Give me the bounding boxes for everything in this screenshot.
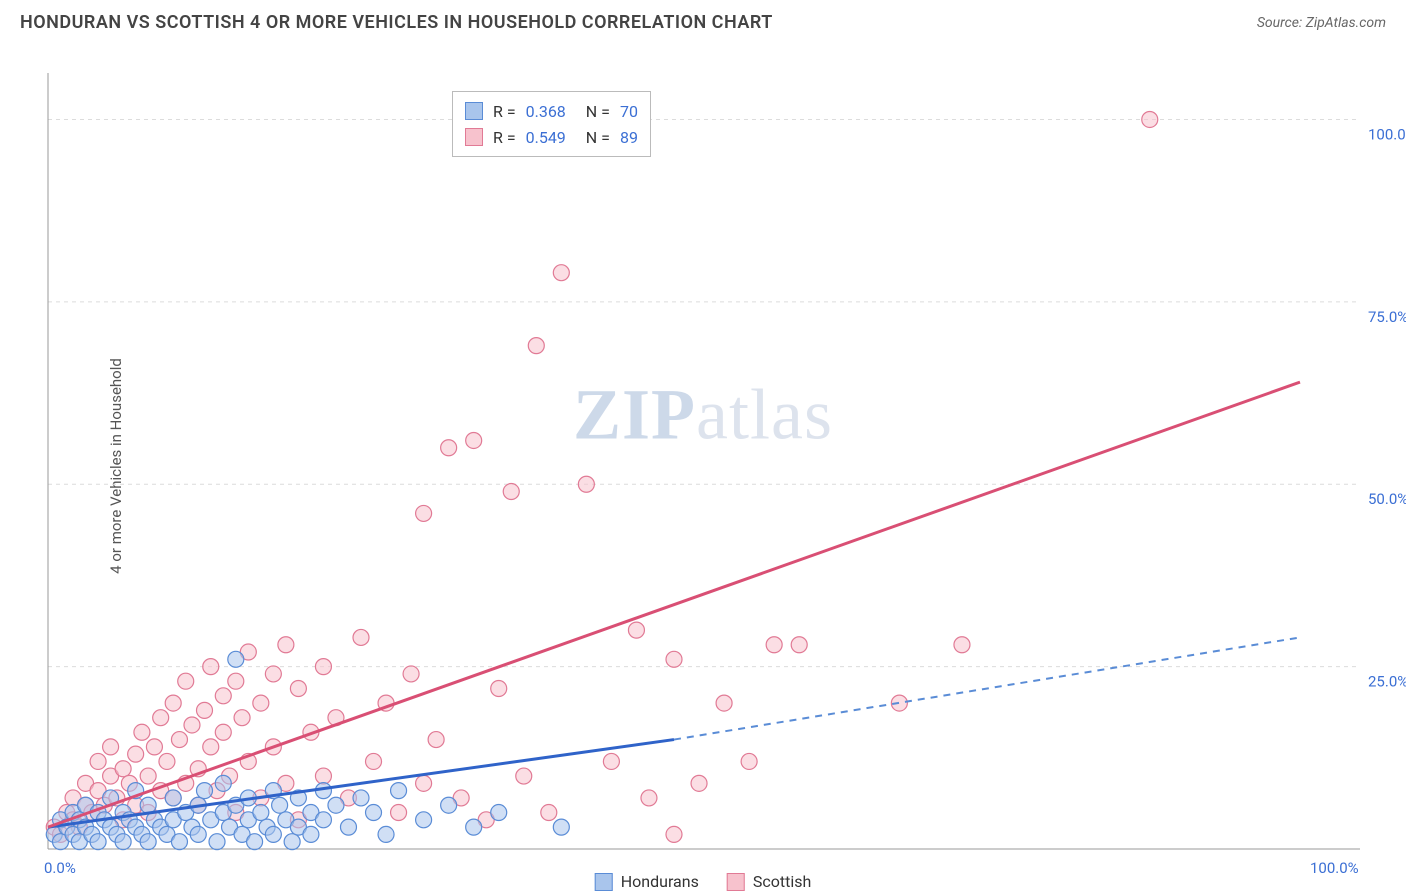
legend-item-scottish: Scottish — [727, 872, 811, 891]
swatch-icon — [727, 873, 745, 891]
grid-lines — [48, 119, 1360, 666]
swatch-icon — [465, 128, 483, 146]
trend-lines — [48, 382, 1300, 827]
stats-legend-box: R = 0.368 N = 70 R = 0.549 N = 89 — [452, 91, 651, 157]
x-tick-right: 100.0% — [1310, 859, 1359, 877]
svg-text:25.0%: 25.0% — [1368, 673, 1406, 691]
legend-item-hondurans: Hondurans — [595, 872, 699, 891]
chart-source: Source: ZipAtlas.com — [1257, 15, 1386, 31]
chart-area: 4 or more Vehicles in Household 25.0%50.… — [0, 41, 1406, 891]
header: HONDURAN VS SCOTTISH 4 OR MORE VEHICLES … — [0, 0, 1406, 41]
scatter-plot: 25.0% 50.0% 75.0% 100.0% — [0, 41, 1406, 891]
swatch-icon — [595, 873, 613, 891]
stats-row-hondurans: R = 0.368 N = 70 — [465, 98, 638, 124]
stats-row-scottish: R = 0.549 N = 89 — [465, 124, 638, 150]
x-tick-left: 0.0% — [44, 859, 76, 877]
axes — [48, 73, 1360, 849]
swatch-icon — [465, 102, 483, 120]
y-tick-labels: 25.0% 50.0% 75.0% 100.0% — [1368, 125, 1406, 690]
svg-text:100.0%: 100.0% — [1368, 125, 1406, 143]
chart-title: HONDURAN VS SCOTTISH 4 OR MORE VEHICLES … — [20, 12, 773, 33]
svg-text:75.0%: 75.0% — [1368, 308, 1406, 326]
scottish-points — [46, 111, 1158, 842]
legend-bottom: Hondurans Scottish — [595, 872, 812, 891]
svg-text:50.0%: 50.0% — [1368, 490, 1406, 508]
